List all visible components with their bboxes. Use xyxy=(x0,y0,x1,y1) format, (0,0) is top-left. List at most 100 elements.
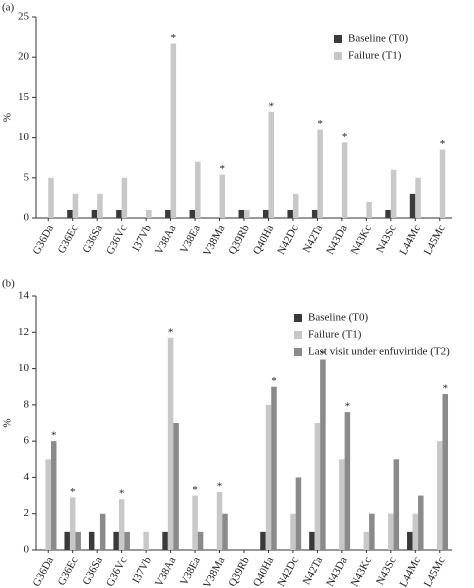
x-tick-label: N43Kc xyxy=(349,555,375,588)
bar xyxy=(197,531,204,550)
x-tick-label: N43Sc xyxy=(374,223,399,255)
bar xyxy=(341,142,348,218)
annotation: * xyxy=(119,488,125,500)
bar xyxy=(88,531,95,550)
bar xyxy=(409,193,416,218)
annotation: * xyxy=(317,118,323,130)
bar xyxy=(369,513,375,550)
legend-label: Baseline (T0) xyxy=(308,312,369,324)
annotation: * xyxy=(51,430,57,442)
legend-swatch xyxy=(294,314,302,322)
y-tick-label: 10 xyxy=(18,131,30,143)
legend-label: Failure (T1) xyxy=(308,329,362,341)
bar xyxy=(189,209,196,218)
bar xyxy=(439,149,446,218)
bar xyxy=(165,209,171,218)
bar xyxy=(64,531,70,550)
y-tick-label: 20 xyxy=(18,51,30,63)
bar xyxy=(311,209,318,218)
bar xyxy=(385,209,391,218)
bar xyxy=(314,423,321,550)
annotation: * xyxy=(345,401,351,413)
y-tick-label: 8 xyxy=(24,398,30,410)
bar xyxy=(390,169,397,218)
x-tick-label: L45Mc xyxy=(422,223,448,257)
y-tick-label: 5 xyxy=(24,171,30,183)
bar xyxy=(97,193,103,218)
bar xyxy=(295,477,302,550)
bar xyxy=(317,129,323,218)
annotation: * xyxy=(171,32,177,44)
x-tick-label: N42Ta xyxy=(301,223,326,255)
bar xyxy=(192,495,198,550)
y-axis-label: % xyxy=(2,113,14,122)
bar xyxy=(99,513,106,550)
y-tick-label: 25 xyxy=(18,11,30,23)
annotation: * xyxy=(271,375,277,387)
y-tick-label: 4 xyxy=(24,471,30,483)
legend-label: Failure (T1) xyxy=(348,50,402,62)
bar xyxy=(388,513,394,550)
bar xyxy=(418,495,424,550)
bar xyxy=(290,513,296,550)
bar xyxy=(146,209,152,218)
legend-label: Baseline (T0) xyxy=(348,33,409,45)
y-tick-label: 10 xyxy=(18,362,30,374)
x-tick-label: I37Vb xyxy=(130,223,154,254)
x-tick-label: Q39Rb xyxy=(226,223,252,257)
bar xyxy=(363,531,370,550)
bar xyxy=(437,441,443,550)
x-tick-label: N42Dc xyxy=(275,555,301,588)
bar xyxy=(265,404,272,550)
legend-swatch xyxy=(294,331,302,339)
bar xyxy=(287,209,293,218)
bar xyxy=(124,531,130,550)
bar xyxy=(167,337,174,550)
y-tick-label: 6 xyxy=(24,435,30,447)
bar xyxy=(366,201,372,218)
x-tick-label: Q39Rb xyxy=(226,555,252,588)
bar xyxy=(143,531,149,550)
bar xyxy=(344,412,351,550)
bar xyxy=(262,209,269,218)
x-tick-label: Q40Ha xyxy=(251,555,277,588)
x-tick-label: V38Ea xyxy=(178,555,203,588)
annotation: * xyxy=(268,100,274,112)
bar xyxy=(170,43,177,219)
x-tick-label: N43Kc xyxy=(349,223,375,257)
annotation: * xyxy=(192,484,198,496)
x-tick-label: G36Sa xyxy=(80,223,105,255)
bar xyxy=(268,111,274,218)
x-tick-label: N43Da xyxy=(324,223,350,257)
legend-label: Last visit under enfuvirtide (T2) xyxy=(308,346,450,358)
bar xyxy=(116,209,122,218)
x-tick-label: G36Sa xyxy=(80,555,105,587)
x-tick-label: I37Vb xyxy=(130,555,154,586)
annotation: * xyxy=(342,131,348,143)
bar xyxy=(412,513,419,550)
annotation: * xyxy=(443,383,449,395)
bar xyxy=(195,161,201,218)
y-tick-label: 15 xyxy=(18,91,30,103)
annotation: * xyxy=(320,348,326,360)
x-tick-label: G36Ec xyxy=(56,223,81,256)
bar xyxy=(309,531,315,550)
x-tick-label: V38Aa xyxy=(153,223,179,257)
y-tick-label: 0 xyxy=(24,544,30,556)
annotation: * xyxy=(440,138,446,150)
y-tick-label: 0 xyxy=(24,212,30,224)
bar xyxy=(407,531,413,550)
bar xyxy=(339,459,345,550)
x-tick-label: N42Dc xyxy=(275,223,301,257)
bar xyxy=(442,393,449,550)
bar xyxy=(216,491,223,550)
bar xyxy=(219,174,226,218)
bar xyxy=(48,177,54,218)
x-tick-label: V38Aa xyxy=(153,555,179,588)
x-tick-label: G36Ec xyxy=(56,555,81,588)
bar xyxy=(91,209,98,218)
x-tick-label: N43Sc xyxy=(374,555,399,587)
bar xyxy=(67,209,73,218)
bar xyxy=(271,386,277,550)
